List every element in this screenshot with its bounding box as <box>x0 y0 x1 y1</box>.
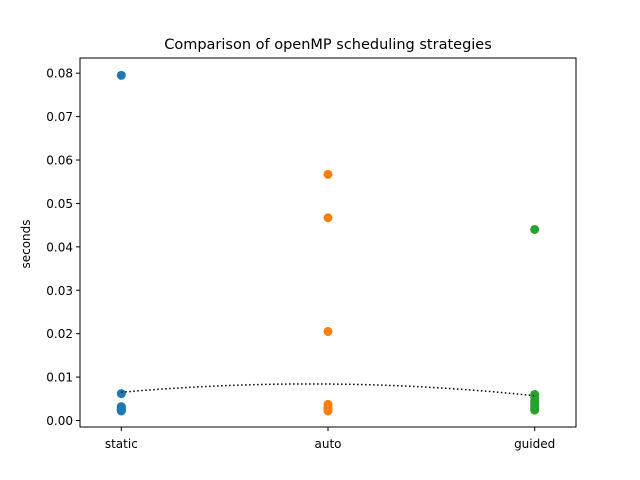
data-point-auto <box>323 326 333 336</box>
y-tick-label: 0.01 <box>46 371 73 385</box>
data-point-auto <box>323 169 333 179</box>
y-axis-ticks: 0.00 0.01 0.02 0.03 0.04 0.05 0.06 0.07 0.08 <box>46 67 80 428</box>
y-tick-label: 0.02 <box>46 327 73 341</box>
data-point-static <box>116 70 126 80</box>
data-point-guided <box>530 224 540 234</box>
x-axis-ticks: static auto guided <box>105 427 555 451</box>
x-tick-label: static <box>105 437 138 451</box>
data-point-guided <box>530 405 540 415</box>
data-point-static <box>116 406 126 416</box>
y-tick-label: 0.07 <box>46 110 73 124</box>
y-axis-label: seconds <box>19 219 33 268</box>
y-tick-label: 0.05 <box>46 197 73 211</box>
y-tick-label: 0.04 <box>46 240 73 254</box>
data-point-auto <box>323 406 333 416</box>
data-point-auto <box>323 213 333 223</box>
plot-area-frame <box>79 57 577 428</box>
data-point-static <box>116 389 126 399</box>
x-tick-label: auto <box>314 437 341 451</box>
y-tick-label: 0.06 <box>46 154 73 168</box>
x-tick-label: guided <box>514 437 555 451</box>
data-points <box>116 70 540 416</box>
y-tick-label: 0.00 <box>46 414 73 428</box>
chart-title: Comparison of openMP scheduling strategi… <box>164 37 492 53</box>
y-tick-label: 0.08 <box>46 67 73 81</box>
mean-dotted-line <box>121 383 535 397</box>
y-tick-label: 0.03 <box>46 284 73 298</box>
